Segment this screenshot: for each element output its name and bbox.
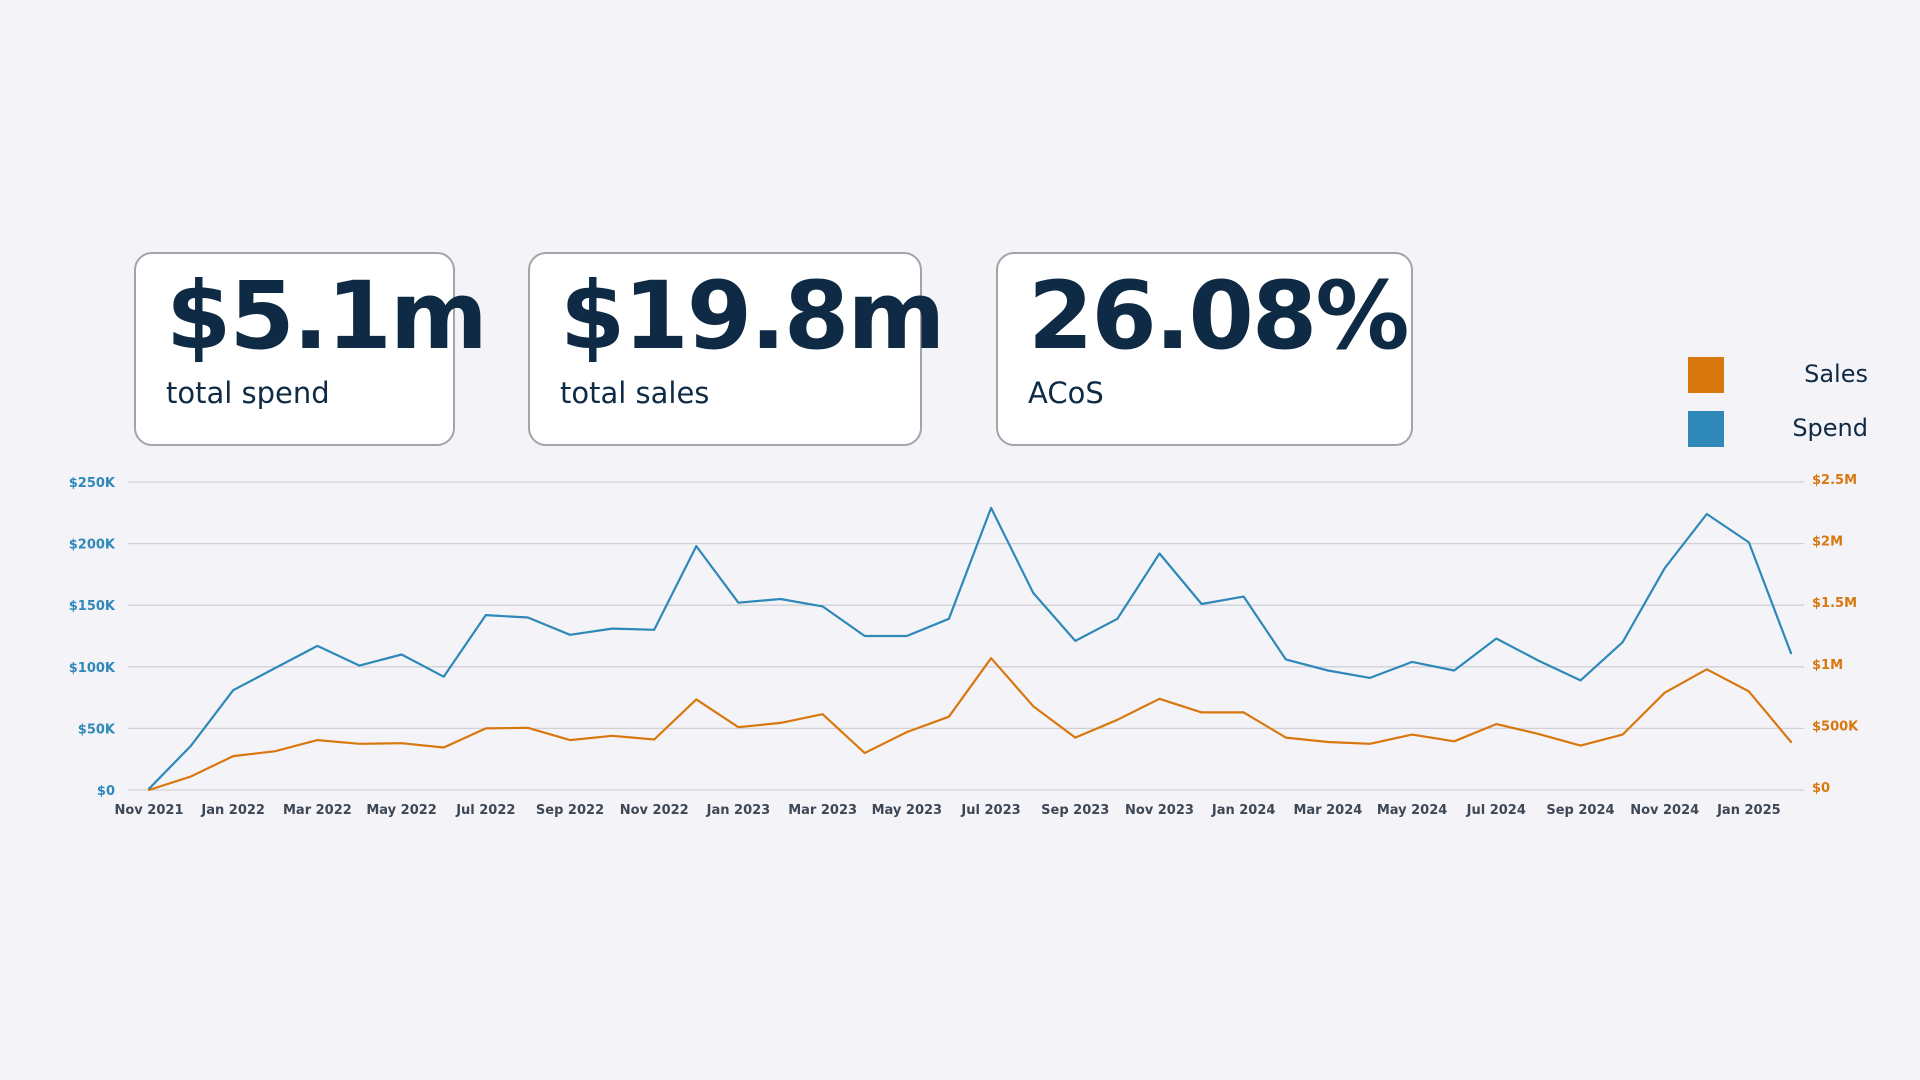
x-axis-tick-label: Jan 2024 [1211, 803, 1276, 818]
right-axis-tick-label: $2M [1812, 535, 1843, 550]
kpi-value-acos: 26.08% [1028, 262, 1410, 371]
x-axis-tick-label: Jul 2024 [1466, 803, 1526, 818]
x-axis-tick-label: Jul 2022 [455, 803, 515, 818]
x-axis-tick-label: Sep 2023 [1041, 803, 1109, 818]
right-axis: $0 $500K $1M $1.5M $2M $2.5M [1812, 473, 1859, 796]
left-axis: $0 $50K $100K $150K $200K $250K [69, 476, 116, 799]
legend-label-sales: Sales [1804, 360, 1868, 388]
right-axis-tick-label: $1.5M [1812, 596, 1857, 611]
x-axis-tick-label: Mar 2024 [1293, 803, 1362, 818]
left-axis-tick-label: $150K [69, 599, 116, 614]
x-axis-tick-label: May 2024 [1377, 803, 1448, 818]
left-axis-tick-label: $100K [69, 661, 116, 676]
legend-item-spend[interactable]: Spend [1688, 411, 1868, 447]
x-axis-tick-label: Mar 2022 [283, 803, 352, 818]
x-axis-tick-label: Jan 2023 [706, 803, 771, 818]
x-axis-tick-label: Mar 2023 [788, 803, 857, 818]
kpi-card-total-spend: $5.1m total spend [134, 252, 488, 446]
left-axis-tick-label: $0 [97, 784, 115, 799]
left-axis-tick-label: $50K [78, 722, 116, 737]
right-axis-tick-label: $1M [1812, 658, 1843, 673]
left-axis-tick-label: $200K [69, 538, 116, 553]
legend-label-spend: Spend [1792, 414, 1868, 442]
x-axis-tick-label: Jul 2023 [960, 803, 1020, 818]
x-axis-tick-label: May 2023 [872, 803, 943, 818]
x-axis-tick-label: May 2022 [366, 803, 437, 818]
x-axis-tick-label: Sep 2024 [1546, 803, 1614, 818]
series-line-sales [147, 657, 1793, 792]
kpi-card-total-sales: $19.8m total sales [528, 252, 945, 446]
x-axis-tick-label: Nov 2021 [115, 803, 184, 818]
kpi-label-total-spend: total spend [166, 376, 330, 410]
kpi-value-total-spend: $5.1m [166, 262, 488, 371]
chart-gridlines [128, 481, 1804, 791]
right-axis-tick-label: $0 [1812, 781, 1830, 796]
kpi-label-total-sales: total sales [560, 376, 710, 410]
right-axis-tick-label: $2.5M [1812, 473, 1857, 488]
left-axis-tick-label: $250K [69, 476, 116, 491]
x-axis-tick-label: Nov 2024 [1630, 803, 1699, 818]
legend-swatch-spend [1688, 411, 1724, 447]
x-axis-tick-label: Jan 2025 [1716, 803, 1781, 818]
right-axis-tick-label: $500K [1812, 719, 1859, 734]
chart-series [147, 506, 1793, 792]
legend-item-sales[interactable]: Sales [1688, 357, 1868, 393]
x-axis: Nov 2021 Jan 2022 Mar 2022 May 2022 Jul 2022… [115, 803, 1781, 818]
x-axis-tick-label: Sep 2022 [536, 803, 604, 818]
kpi-label-acos: ACoS [1028, 376, 1104, 410]
kpi-value-total-sales: $19.8m [560, 262, 945, 371]
kpi-card-acos: 26.08% ACoS [996, 252, 1413, 446]
series-line-spend [147, 506, 1793, 790]
x-axis-tick-label: Nov 2023 [1125, 803, 1194, 818]
x-axis-tick-label: Nov 2022 [620, 803, 689, 818]
x-axis-tick-label: Jan 2022 [200, 803, 265, 818]
legend-swatch-sales [1688, 357, 1724, 393]
